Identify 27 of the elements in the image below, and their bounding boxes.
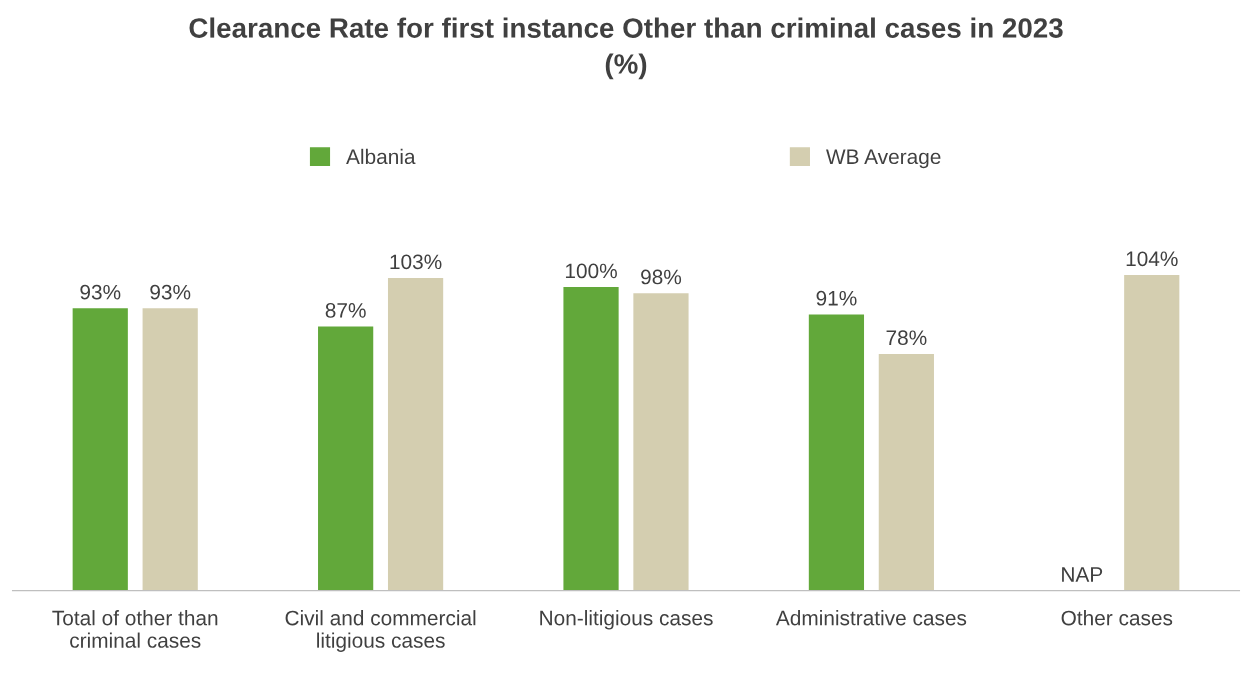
- x-tick-label: Total of other than criminal cases: [52, 610, 218, 648]
- bar: [318, 326, 374, 591]
- bar: [72, 308, 128, 591]
- data-label: 98%: [641, 269, 682, 285]
- bar: [633, 293, 689, 591]
- data-label: 93%: [80, 284, 121, 300]
- x-tick-label: Other cases: [1061, 610, 1173, 626]
- data-label: 100%: [565, 263, 617, 279]
- data-label: 78%: [886, 330, 927, 346]
- bar: [563, 287, 619, 591]
- bar: [878, 353, 934, 591]
- bar: [1124, 274, 1180, 591]
- bar: [808, 314, 865, 591]
- x-tick-label: Administrative cases: [775, 610, 967, 626]
- x-tick-label: Civil and commercial litigious cases: [285, 610, 476, 652]
- text: NAP: [1062, 567, 1103, 582]
- chart-title: Clearance Rate for first instance Other than criminal cases in 2023 (%): [189, 17, 1063, 80]
- legend-label: WB Average: [826, 149, 941, 169]
- data-label: 104%: [1126, 251, 1178, 267]
- data-label: 87%: [325, 303, 366, 318]
- bar: [387, 278, 444, 591]
- data-label: 103%: [390, 254, 442, 270]
- data-label: 93%: [150, 284, 191, 300]
- data-label: 91%: [816, 290, 857, 306]
- bar: [142, 308, 198, 591]
- legend-label: Albania: [346, 148, 416, 165]
- x-tick-label: Non-litigious cases: [540, 610, 713, 630]
